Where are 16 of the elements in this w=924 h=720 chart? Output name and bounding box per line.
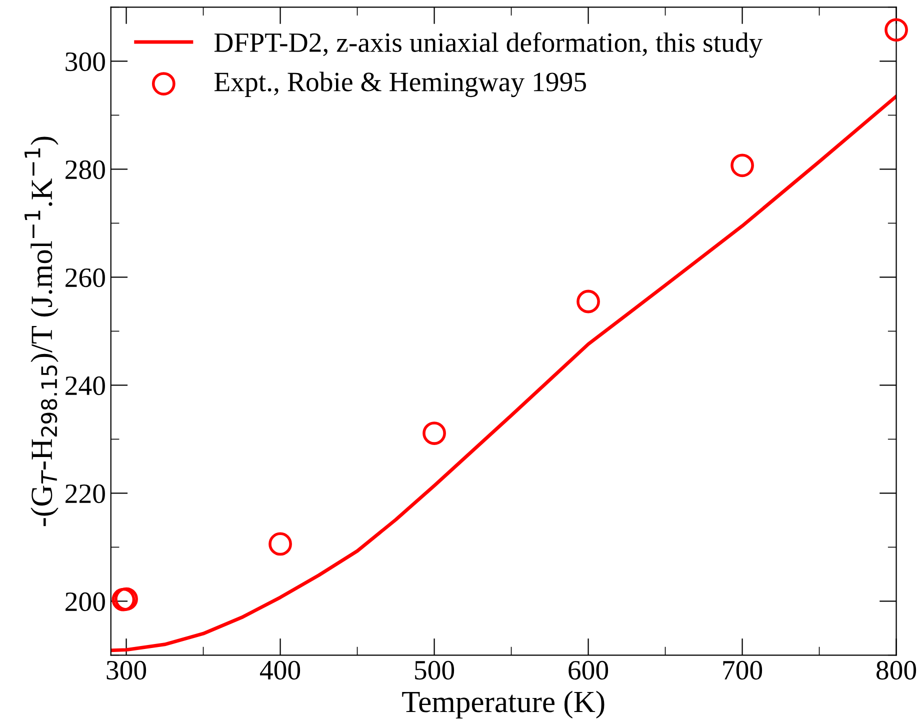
legend-label: DFPT-D2, z-axis uniaxial deformation, this study: [214, 32, 763, 58]
x-tick-label: 400: [260, 660, 300, 680]
y-tick-label: 280: [66, 160, 105, 180]
x-tick-label: 300: [106, 660, 146, 680]
y-tick-label: 300: [66, 52, 105, 72]
x-tick-label: 800: [876, 660, 916, 680]
x-axis-title: Temperature (K): [402, 690, 604, 719]
x-tick-label: 600: [568, 660, 608, 680]
x-tick-label: 500: [415, 660, 454, 680]
text: -(G$_{T}$-H$_{298.15}$)/T (J.mol$^{−1}$.K$^{−1}$): [24, 136, 58, 526]
y-tick-label: 260: [66, 268, 105, 288]
y-tick-label: 220: [66, 484, 105, 504]
x-tick-label: 700: [723, 660, 762, 680]
y-tick-label: 240: [66, 376, 105, 396]
legend-label: Expt., Robie & Hemingway 1995: [214, 72, 586, 98]
y-tick-label: 200: [66, 592, 105, 612]
